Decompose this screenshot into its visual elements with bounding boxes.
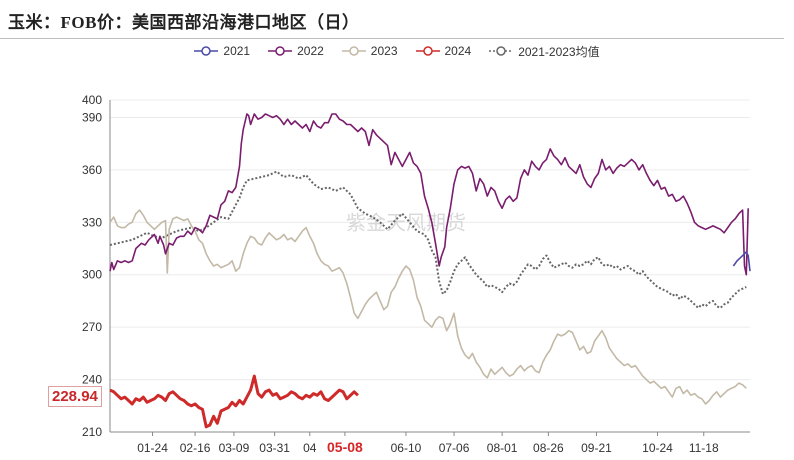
- legend-marker-2023: [341, 46, 366, 56]
- y-tick-label: 270: [82, 320, 102, 334]
- legend-marker-average: [489, 46, 514, 56]
- series-line-2021-2023均值: [109, 170, 747, 309]
- series-line-2024: [109, 374, 359, 429]
- x-tick-label: 02-16: [180, 441, 211, 455]
- legend-item-average[interactable]: 2021-2023均值: [489, 43, 600, 60]
- legend-marker-2022: [268, 46, 293, 56]
- x-tick-label: 08-01: [487, 441, 518, 455]
- x-tick-label: 09-21: [581, 441, 612, 455]
- x-tick-label: 03-09: [219, 441, 250, 455]
- series-lines: [109, 113, 751, 429]
- x-tick-label: 10-24: [642, 441, 673, 455]
- legend-marker-2021: [194, 46, 219, 56]
- y-tick-label: 240: [82, 373, 102, 387]
- legend-item-2021[interactable]: 2021: [194, 44, 250, 58]
- legend-label-average: 2021-2023均值: [518, 44, 600, 59]
- y-tick-label: 400: [82, 93, 102, 107]
- x-tick-label: 01-24: [137, 441, 168, 455]
- x-tick-label: 06-10: [391, 441, 422, 455]
- y-tick-label: 360: [82, 163, 102, 177]
- y-tick-label: 390: [82, 110, 102, 124]
- legend-label-2021: 2021: [223, 44, 251, 58]
- y-axis: 210 240 270 300 330 360 390 400: [82, 93, 111, 439]
- legend-item-2024[interactable]: 2024: [415, 44, 472, 58]
- legend-label-2022: 2022: [297, 44, 324, 58]
- chart-title: 玉米：FOB价：美国西部沿海港口地区（日）: [8, 13, 360, 32]
- chart-legend: 2021 2022 2023 2024 2021-2023均值: [0, 41, 794, 61]
- x-tick-label: 04: [303, 441, 317, 455]
- legend-label-2023: 2023: [370, 44, 398, 58]
- series-line-2021: [732, 251, 751, 272]
- y-tick-label: 210: [82, 425, 102, 439]
- title-divider: [0, 38, 784, 39]
- x-tick-label: 05-08: [327, 439, 363, 455]
- y-tick-label: 300: [82, 268, 102, 282]
- x-tick-label: 11-18: [689, 441, 719, 455]
- current-value-label: 228.94: [48, 386, 102, 407]
- x-tick-label: 03-31: [259, 441, 290, 455]
- legend-marker-2024: [415, 46, 440, 56]
- legend-item-2023[interactable]: 2023: [341, 44, 398, 58]
- legend-item-2022[interactable]: 2022: [268, 44, 324, 58]
- x-tick-label: 08-26: [533, 441, 564, 455]
- legend-label-2024: 2024: [444, 44, 472, 58]
- series-line-2023: [109, 209, 747, 405]
- y-tick-label: 330: [82, 215, 102, 229]
- x-tick-label: 07-06: [439, 441, 470, 455]
- x-axis: 01-24 02-16 03-09 03-31 04 05-08 06-10 07-06 08-…: [110, 431, 750, 455]
- series-line-2022: [109, 113, 749, 276]
